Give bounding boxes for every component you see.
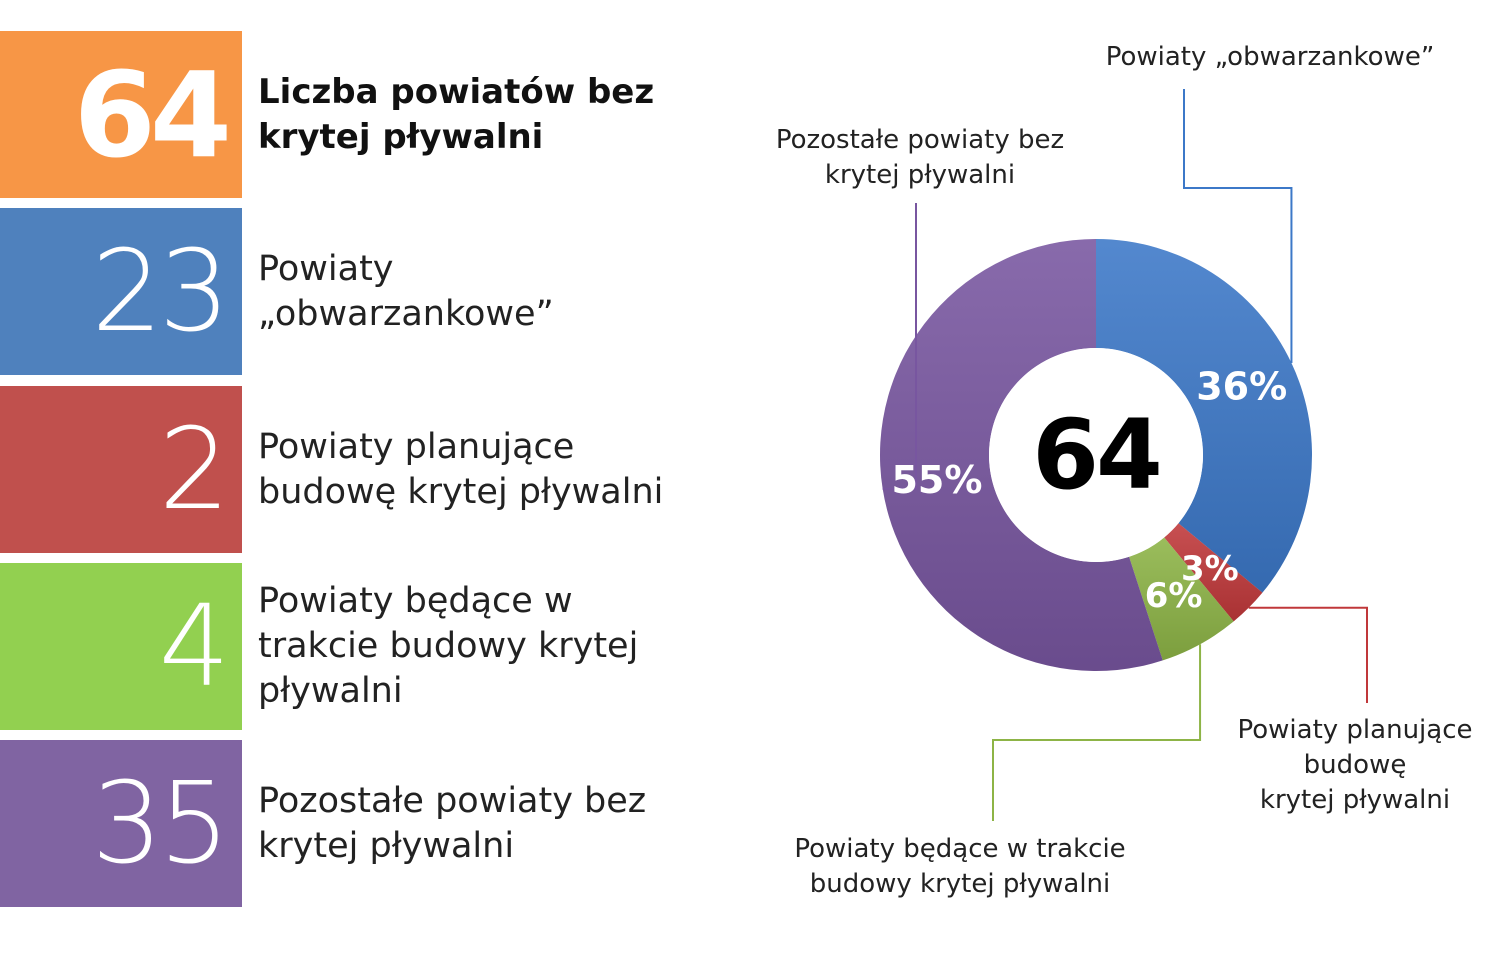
callout-obwarzankowe: Powiaty „obwarzankowe”	[1105, 42, 1435, 72]
donut-slice-shade-obwarzankowe	[1096, 239, 1312, 593]
doughnut-chart-area: 36% 3% 6% 55% 64 Powiaty „obwarzankowe” Poz…	[700, 0, 1507, 973]
callout-building: Powiaty będące w trakcie budowy krytej p…	[794, 834, 1126, 899]
stat-value-building: 4	[0, 563, 242, 730]
stat-row-planning: 2 Powiaty planujące budowę krytej pływal…	[0, 386, 700, 553]
stat-value-total: 64	[0, 31, 242, 198]
stat-label-planning: Powiaty planujące budowę krytej pływalni	[258, 426, 664, 512]
stat-row-building: 4 Powiaty będące w trakcie budowy krytej…	[0, 563, 700, 730]
donut-slice-shade-remaining	[880, 239, 1163, 671]
donut-pct-label-planning: 3%	[1181, 549, 1239, 589]
leader-line-obwarzankowe	[1183, 89, 1293, 364]
donut-slice-shade-building	[1129, 537, 1234, 661]
donut-pct-label-remaining: 55%	[891, 458, 982, 502]
stat-label-building: Powiaty będące w trakcie budowy krytej p…	[258, 581, 639, 711]
doughnut-chart: 36% 3%6% 55% 64	[880, 89, 1368, 821]
donut-center-label: 64	[1032, 399, 1160, 511]
callout-planning: Powiaty planujące budowę krytej pływalni	[1237, 715, 1473, 815]
stat-label-total: Liczba powiatów bez krytej pływalni	[258, 71, 655, 157]
leader-line-planning	[1248, 606, 1368, 703]
donut-slice-shade-planning	[1164, 523, 1263, 622]
stat-row-obwarzankowe: 23 Powiaty „obwarzankowe”	[0, 208, 700, 375]
stat-row-total: 64 Liczba powiatów bez krytej pływalni	[0, 31, 700, 198]
stat-label-obwarzankowe: Powiaty „obwarzankowe”	[258, 248, 554, 334]
donut-hole	[989, 348, 1203, 562]
donut-pct-label-obwarzankowe: 36%	[1196, 364, 1287, 408]
stat-label-remaining: Pozostałe powiaty bez krytej pływalni	[258, 780, 647, 866]
callout-remaining: Pozostałe powiaty bez krytej pływalni	[775, 125, 1065, 190]
donut-pct-label-building: 6%	[1145, 576, 1203, 616]
stat-row-remaining: 35 Pozostałe powiaty bez krytej pływalni	[0, 740, 700, 907]
stat-value-planning: 2	[0, 386, 242, 553]
stat-value-remaining: 35	[0, 740, 242, 907]
leader-line-building	[992, 644, 1202, 821]
leader-line-remaining	[882, 203, 917, 490]
stat-value-obwarzankowe: 23	[0, 208, 242, 375]
